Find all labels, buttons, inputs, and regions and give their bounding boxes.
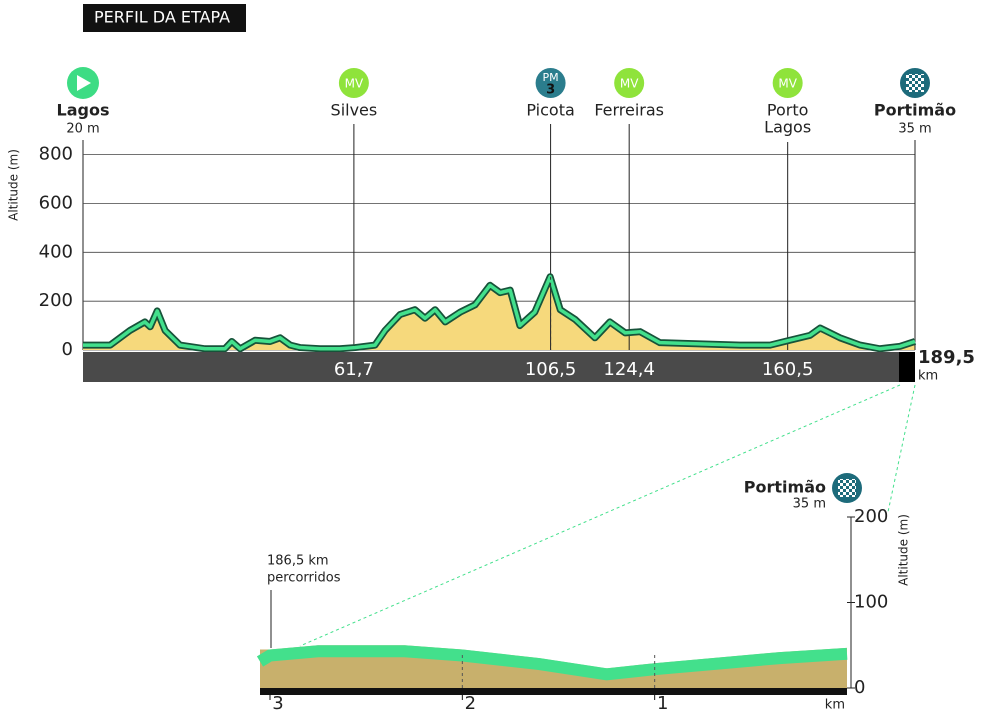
badge <box>772 68 803 98</box>
x-unit: km <box>825 698 845 713</box>
waypoint-altitude: 35 m <box>898 122 931 137</box>
x-tick-label: 189,5 <box>918 347 975 368</box>
badge-label: PM <box>543 71 559 84</box>
waypoint-altitude: 20 m <box>66 122 99 137</box>
y-tick-label: 200 <box>854 506 888 527</box>
waypoint-name: Lagos <box>764 118 811 137</box>
waypoint-name: Picota <box>526 101 574 120</box>
x-tick-label: 3 <box>272 693 283 714</box>
annotation: percorridos <box>267 571 341 586</box>
badge <box>338 68 369 98</box>
badge-label: MV <box>778 77 797 91</box>
zoom-link <box>887 384 916 513</box>
y-tick-label: 100 <box>854 592 888 613</box>
profile-line <box>83 274 916 351</box>
x-tick-label: 106,5 <box>525 359 577 380</box>
y-tick-label: 400 <box>39 241 73 262</box>
finish-flag <box>838 479 856 497</box>
km-bar-end <box>899 352 915 382</box>
profile-area <box>83 276 915 350</box>
y-tick-label: 0 <box>62 339 73 360</box>
waypoint-name: Portimão <box>874 101 956 120</box>
badge-category: 3 <box>546 83 555 98</box>
badge <box>535 68 566 98</box>
annotation: 186,5 km <box>267 554 329 569</box>
x-unit: km <box>918 369 938 384</box>
x-tick-label: 160,5 <box>762 359 814 380</box>
zoom-road <box>256 645 848 681</box>
y-axis-label: Altitude (m) <box>7 149 21 221</box>
waypoint-name: Ferreiras <box>594 101 664 120</box>
title-box <box>83 4 246 32</box>
finish-flag <box>906 74 924 92</box>
waypoint-name: Lagos <box>57 101 110 120</box>
zoom-link <box>299 384 901 647</box>
finish-altitude: 35 m <box>793 497 826 512</box>
x-tick-label: 61,7 <box>334 359 374 380</box>
y-tick-label: 600 <box>39 192 73 213</box>
x-tick-label: 124,4 <box>603 359 655 380</box>
y-axis-label: Altitude (m) <box>897 514 911 586</box>
x-tick-label: 2 <box>465 693 476 714</box>
start-arrow <box>77 75 91 91</box>
title: PERFIL DA ETAPA <box>94 8 230 27</box>
y-tick-label: 200 <box>39 290 73 311</box>
finish-name: Portimão <box>744 478 826 497</box>
y-tick-label: 0 <box>854 677 865 698</box>
km-bar <box>83 352 915 382</box>
zoom-bar <box>260 688 847 695</box>
badge-label: MV <box>620 77 639 91</box>
waypoint-name: Porto <box>767 101 809 120</box>
badge-label: MV <box>345 77 364 91</box>
y-tick-label: 800 <box>39 144 73 165</box>
x-tick-label: 1 <box>657 693 668 714</box>
badge <box>614 68 645 98</box>
waypoint-name: Silves <box>331 101 378 120</box>
